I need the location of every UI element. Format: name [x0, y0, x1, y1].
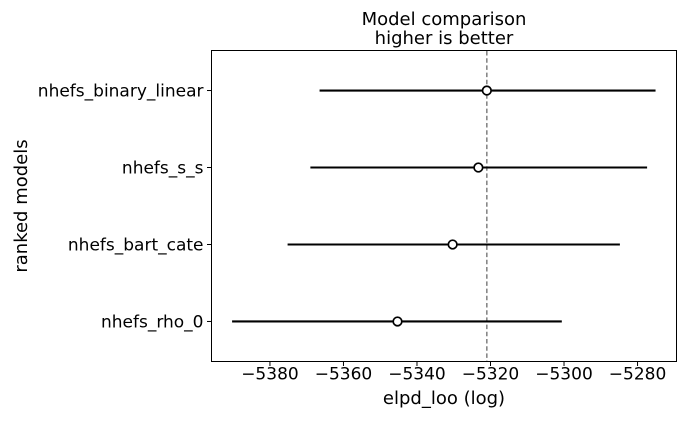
data-point-marker [392, 316, 403, 327]
axes-frame [211, 50, 677, 362]
errorbar-series-group [232, 85, 656, 327]
x-tick-label: −5360 [315, 365, 373, 385]
y-tick-label: nhefs_bart_cate [68, 235, 204, 255]
x-tick-label: −5320 [462, 365, 520, 385]
x-tick-label: −5300 [535, 365, 593, 385]
data-point-marker [481, 85, 492, 96]
x-tick-label: −5280 [609, 365, 667, 385]
x-tick-label: −5340 [388, 365, 446, 385]
x-axis-ticks-group: −5380 −5360 −5340 −5320 −5300 −5280 [241, 361, 667, 385]
chart-title: Model comparison [362, 9, 527, 30]
y-tick-label: nhefs_s_s [122, 159, 204, 179]
y-axis-label: ranked models [11, 139, 32, 272]
data-point-marker [447, 239, 458, 250]
x-tick-label: −5380 [241, 365, 299, 385]
y-tick-label: nhefs_binary_linear [38, 82, 204, 102]
y-tick-label: nhefs_rho_0 [101, 312, 204, 332]
chart-subtitle: higher is better [375, 28, 514, 49]
data-point-marker [473, 162, 484, 173]
x-axis-label: elpd_loo (log) [383, 388, 505, 409]
y-axis-ticks-group: nhefs_binary_linear nhefs_s_s nhefs_bart_c… [38, 82, 212, 332]
